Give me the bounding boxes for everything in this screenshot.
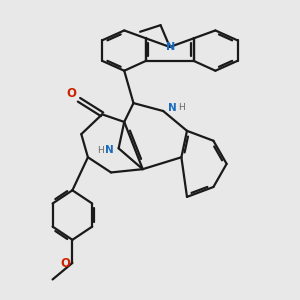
Text: N: N [168,103,177,113]
Text: H: H [98,146,104,154]
Text: N: N [105,145,114,155]
Text: N: N [166,42,175,52]
Text: O: O [60,257,70,270]
Text: H: H [178,103,184,112]
Text: O: O [67,87,77,101]
